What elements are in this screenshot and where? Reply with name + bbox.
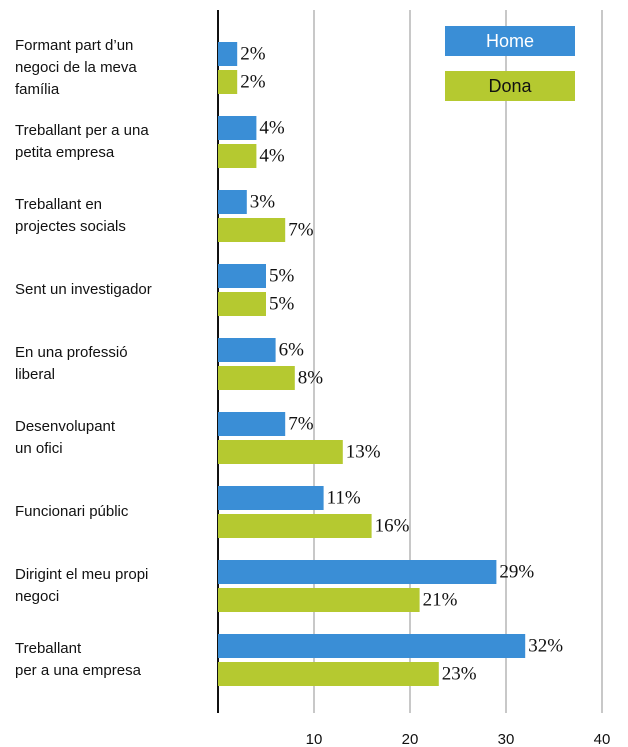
category-label: petita empresa [15,144,115,161]
value-label: 2% [240,71,266,92]
legend-label: Dona [488,76,532,96]
value-label: 13% [346,441,381,462]
category-label: Desenvolupant [15,418,116,435]
value-label: 32% [528,635,563,656]
bar [218,560,497,584]
bar [218,588,420,612]
bar [218,116,257,140]
category-label: un ofici [15,440,63,457]
value-label: 3% [250,191,275,212]
x-tick-label: 30 [498,731,515,747]
category-label: Funcionari públic [15,503,129,520]
category-label: Dirigint el meu propi [15,566,148,583]
category-label: Sent un investigador [15,281,152,298]
bar [218,662,439,686]
bar [218,412,286,436]
bar [218,218,286,242]
value-label: 5% [269,293,295,314]
category-label: Treballant en [15,196,102,213]
bar [218,440,343,464]
x-tick-label: 40 [594,731,611,747]
value-label: 4% [259,145,285,166]
bar [218,292,266,316]
bar [218,42,238,66]
x-tick-label: 20 [402,731,419,747]
category-label: per a una empresa [15,662,142,679]
value-label: 21% [423,589,458,610]
value-label: 11% [327,487,361,508]
value-label: 8% [298,367,324,388]
category-label: liberal [15,366,55,383]
bar [218,264,266,288]
category-label: família [15,81,60,98]
category-label: negoci de la meva [15,59,137,76]
category-label: Treballant per a una [15,122,149,139]
bar [218,144,257,168]
value-label: 7% [288,413,314,434]
value-label: 7% [288,219,314,240]
bar [218,366,295,390]
category-label: negoci [15,588,59,605]
value-label: 2% [240,43,266,64]
category-label: projectes socials [15,218,126,235]
value-label: 6% [279,339,305,360]
bar [218,338,276,362]
bar [218,634,526,658]
value-label: 29% [499,561,534,582]
legend-swatch [445,26,575,56]
legend-swatch [445,71,575,101]
bar [218,70,238,94]
value-label: 23% [442,663,477,684]
value-label: 16% [375,515,410,536]
value-label: 5% [269,265,295,286]
value-label: 4% [259,117,285,138]
category-label: Treballant [15,640,82,657]
x-tick-label: 10 [306,731,323,747]
bar [218,486,324,510]
bar [218,190,247,214]
category-label: En una professió [15,344,128,361]
category-label: Formant part d’un [15,37,133,54]
legend-label: Home [486,31,534,51]
bar [218,514,372,538]
